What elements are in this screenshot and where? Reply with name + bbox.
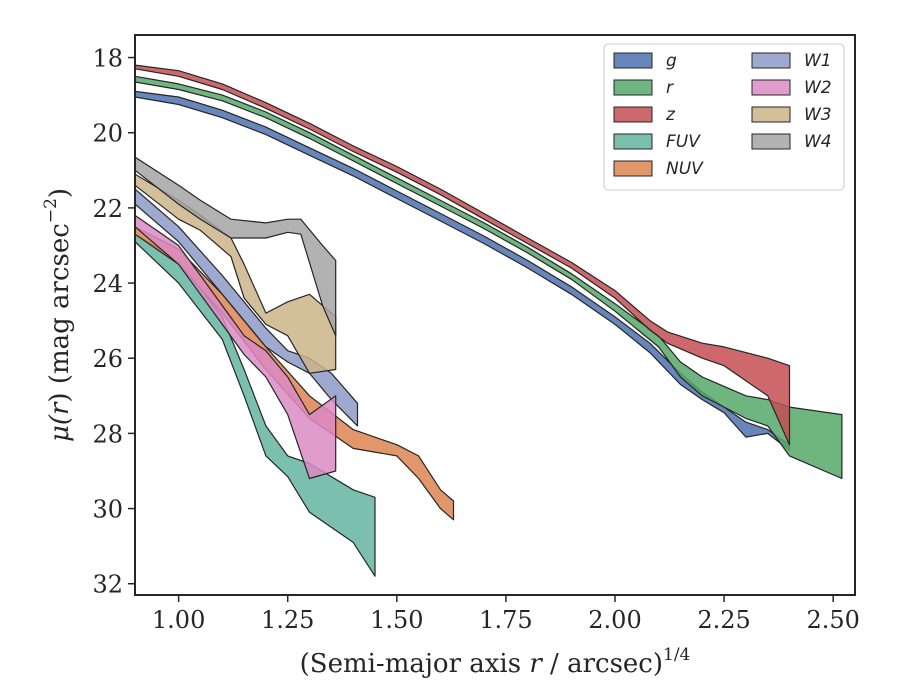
legend-swatch bbox=[613, 160, 653, 177]
x-tick-label: 1.50 bbox=[370, 606, 423, 634]
legend-entry-label: r bbox=[666, 78, 674, 98]
legend-entry-label: W2 bbox=[804, 78, 832, 98]
legend: grz FUV NUV W1 W2 W3 W4 bbox=[603, 43, 845, 191]
y-axis-label: μ(r) (mag arcsec−2) bbox=[41, 188, 75, 442]
legend-entry-label: W3 bbox=[804, 105, 832, 125]
y-tick-label: 20 bbox=[92, 120, 123, 148]
x-axis: 1.00 1.25 1.50 1.75 2.00 2.25 2.50 bbox=[152, 595, 860, 634]
y-tick-label: 30 bbox=[92, 496, 123, 524]
legend-entry-label: W4 bbox=[804, 132, 832, 152]
band-layer bbox=[135, 64, 843, 577]
y-tick-label: 28 bbox=[92, 420, 123, 448]
x-tick-label: 1.75 bbox=[479, 606, 532, 634]
y-tick-label: 24 bbox=[92, 270, 123, 298]
plot-frame bbox=[134, 34, 856, 596]
y-tick-label: 18 bbox=[92, 45, 123, 73]
band-z bbox=[135, 64, 791, 446]
legend-swatch bbox=[751, 106, 791, 123]
y-axis: 18 20 22 24 26 28 30 32 bbox=[92, 45, 135, 599]
x-tick-label: 2.25 bbox=[697, 606, 750, 634]
legend-swatch bbox=[613, 79, 653, 96]
x-tick-label: 1.00 bbox=[152, 606, 205, 634]
legend-swatch bbox=[613, 52, 653, 69]
legend-swatch bbox=[613, 133, 653, 150]
y-tick-label: 22 bbox=[92, 195, 123, 223]
legend-entry-label: FUV bbox=[666, 132, 701, 152]
legend-entry-label: W1 bbox=[804, 51, 832, 71]
legend-entry-label: z bbox=[665, 105, 676, 125]
x-tick-label: 2.50 bbox=[806, 606, 859, 634]
band-r bbox=[135, 75, 843, 480]
y-tick-label: 26 bbox=[92, 345, 123, 373]
legend-swatch bbox=[613, 106, 653, 123]
band-w4 bbox=[135, 156, 337, 337]
legend-entry-label: g bbox=[666, 51, 677, 71]
band-w1 bbox=[135, 188, 359, 427]
x-axis-label: (Semi-major axis r / arcsec)1/4 bbox=[300, 645, 691, 679]
legend-swatch bbox=[751, 52, 791, 69]
legend-swatch bbox=[751, 133, 791, 150]
band-w2 bbox=[135, 214, 337, 480]
legend-swatch bbox=[751, 79, 791, 96]
x-tick-label: 2.00 bbox=[588, 606, 641, 634]
legend-entry-label: NUV bbox=[666, 159, 704, 179]
y-tick-label: 32 bbox=[92, 571, 123, 599]
band-fuv bbox=[135, 233, 376, 577]
x-tick-label: 1.25 bbox=[261, 606, 314, 634]
